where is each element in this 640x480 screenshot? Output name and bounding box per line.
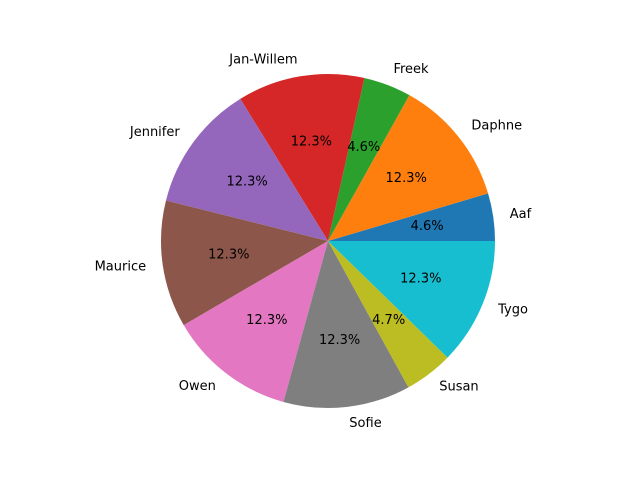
pie-slice-owen — [183, 241, 328, 402]
pie-slice-aaf — [328, 193, 496, 241]
percent-label: 12.3% — [226, 174, 267, 189]
pie-slice-susan — [328, 241, 448, 388]
pie-slice-jennifer — [165, 98, 328, 242]
percent-labels: 4.6% 12.3% 4.6% 12.3% 12.3% 12.3% 12.3% 12.3% 4.… — [208, 135, 444, 348]
pie-slice-jan-willem — [240, 74, 365, 241]
pie-slices — [161, 74, 496, 408]
pie-slice-daphne — [328, 95, 489, 242]
category-label: Sofie — [349, 416, 381, 431]
category-labels: Aaf Daphne Freek Jan-Willem Jennifer Maurice O… — [95, 52, 532, 431]
category-label: Aaf — [510, 207, 532, 222]
percent-label: 12.3% — [208, 248, 249, 263]
category-label: Owen — [179, 379, 216, 394]
percent-label: 4.6% — [411, 219, 444, 234]
percent-label: 12.3% — [291, 135, 332, 150]
pie-slice-sofie — [283, 241, 409, 408]
category-label: Freek — [393, 62, 429, 77]
percent-label: 12.3% — [386, 171, 427, 186]
pie-slice-freek — [328, 78, 410, 241]
category-label: Maurice — [95, 259, 147, 274]
pie-slice-tygo — [328, 241, 495, 358]
percent-label: 12.3% — [319, 333, 360, 348]
percent-label: 12.3% — [400, 271, 441, 286]
category-label: Jennifer — [129, 125, 180, 140]
percent-label: 4.7% — [372, 313, 405, 328]
percent-label: 12.3% — [246, 313, 287, 328]
percent-label: 4.6% — [347, 140, 380, 155]
pie-slice-maurice — [161, 200, 328, 326]
category-label: Susan — [439, 380, 478, 395]
category-label: Tygo — [497, 303, 528, 318]
category-label: Daphne — [471, 119, 522, 134]
category-label: Jan-Willem — [228, 52, 297, 67]
